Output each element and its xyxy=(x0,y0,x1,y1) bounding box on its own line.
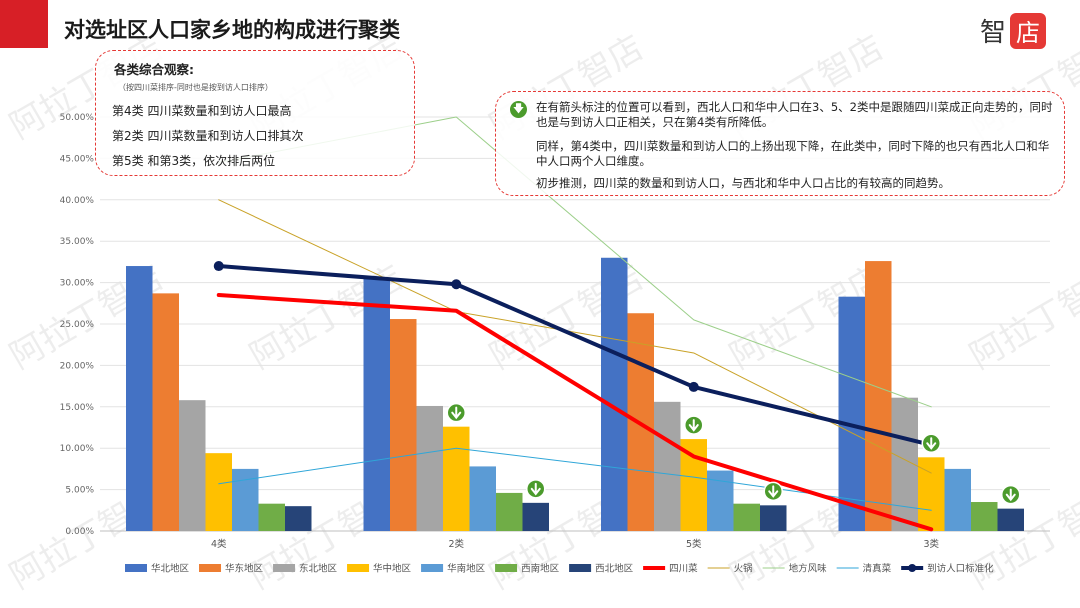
bar xyxy=(285,506,312,531)
bar xyxy=(997,508,1024,531)
summary-note: 各类综合观察: （按四川菜排序-同时也是按到访人口排序） 第4类 四川菜数量和到… xyxy=(95,50,415,176)
series-line xyxy=(218,199,932,474)
page-title: 对选址区人口家乡地的构成进行聚类 xyxy=(64,18,400,42)
bar xyxy=(258,503,285,531)
bar xyxy=(363,278,390,531)
bar xyxy=(760,505,787,531)
analysis-note: 🡇 在有箭头标注的位置可以看到，西北人口和华中人口在3、5、2类中是跟随四川菜成… xyxy=(495,91,1065,196)
legend-label: 清真菜 xyxy=(863,563,892,575)
x-tick-label: 5类 xyxy=(686,538,702,550)
analysis-paragraph: 同样，第4类中，四川菜数量和到访人口的上扬出现下降，在此类中，同时下降的也只有西… xyxy=(536,139,1050,168)
down-arrow-glyph xyxy=(688,419,699,432)
y-tick-label: 20.00% xyxy=(60,361,95,371)
y-tick-label: 35.00% xyxy=(60,237,95,247)
bar xyxy=(918,457,945,531)
legend-swatch xyxy=(495,564,518,572)
bar xyxy=(496,492,523,531)
legend-label: 到访人口标准化 xyxy=(927,563,994,575)
bar xyxy=(232,468,259,531)
legend-marker xyxy=(908,564,917,572)
logo-char-1: 智 xyxy=(979,18,1006,48)
analysis-paragraph: 初步推测，四川菜的数量和到访人口，与西北和华中人口占比的有较高的同趋势。 xyxy=(536,176,950,190)
legend-label: 地方风味 xyxy=(789,563,828,575)
series-line xyxy=(216,293,934,532)
legend-label: 火锅 xyxy=(734,564,753,575)
bar xyxy=(443,426,470,531)
down-arrow-glyph xyxy=(926,437,937,450)
bar xyxy=(152,293,179,531)
bar xyxy=(865,261,892,531)
analysis-paragraph: 在有箭头标注的位置可以看到，西北人口和华中人口在3、5、2类中是跟随四川菜成正向… xyxy=(536,100,1053,129)
summary-line: 第2类 四川菜数量和到访人口排其次 xyxy=(112,129,304,143)
down-arrow-glyph xyxy=(1005,488,1016,502)
bar xyxy=(971,502,998,531)
bar xyxy=(601,257,628,531)
bar xyxy=(654,401,681,531)
down-arrow-glyph xyxy=(451,406,462,420)
legend-swatch xyxy=(569,564,592,572)
bar xyxy=(522,502,549,531)
x-tick-label: 3类 xyxy=(923,538,939,550)
x-tick-label: 2类 xyxy=(448,538,464,550)
series-line xyxy=(218,447,932,511)
bar xyxy=(469,466,496,531)
y-tick-label: 25.00% xyxy=(60,320,95,330)
series-point xyxy=(451,279,462,290)
x-tick-label: 4类 xyxy=(211,538,227,550)
y-tick-label: 50.00% xyxy=(60,113,95,123)
y-tick-label: 10.00% xyxy=(60,444,95,454)
logo-char-2: 店 xyxy=(1010,12,1046,49)
legend-label: 东北地区 xyxy=(299,563,338,575)
bar xyxy=(390,319,417,531)
y-tick-label: 30.00% xyxy=(60,279,95,289)
legend-label: 华中地区 xyxy=(373,563,412,575)
series-point xyxy=(688,381,699,392)
legend-label: 西北地区 xyxy=(595,563,634,575)
bar xyxy=(733,503,760,531)
y-tick-label: 0.00% xyxy=(65,527,94,537)
y-tick-label: 15.00% xyxy=(60,403,95,413)
y-tick-label: 45.00% xyxy=(60,154,95,164)
legend-label: 西南地区 xyxy=(521,563,560,575)
bar xyxy=(416,405,443,531)
bar xyxy=(126,266,153,531)
bar xyxy=(838,296,865,531)
legend-swatch xyxy=(421,564,444,572)
legend-swatch xyxy=(199,564,222,572)
series-point xyxy=(213,261,224,272)
legend-swatch xyxy=(125,564,147,572)
summary-subheading: （按四川菜排序-同时也是按到访人口排序） xyxy=(118,83,273,92)
down-arrow-glyph xyxy=(530,482,541,496)
bar xyxy=(179,400,206,531)
bar xyxy=(944,468,971,531)
down-arrow-glyph xyxy=(768,485,779,498)
y-tick-label: 40.00% xyxy=(60,196,95,206)
down-arrow-icon: 🡇 xyxy=(510,101,527,118)
legend-swatch xyxy=(347,564,370,572)
y-tick-label: 5.00% xyxy=(65,486,94,496)
legend-label: 华南地区 xyxy=(447,563,486,575)
summary-line: 第4类 四川菜数量和到访人口最高 xyxy=(112,104,292,118)
corner-accent xyxy=(0,0,48,48)
bar xyxy=(205,453,232,531)
legend-label: 华北地区 xyxy=(151,563,190,575)
legend-label: 四川菜 xyxy=(669,563,698,575)
summary-line: 第5类 和第3类，依次排后两位 xyxy=(112,154,276,168)
summary-heading: 各类综合观察: xyxy=(114,62,194,77)
brand-logo: 智 店 xyxy=(980,12,1046,49)
legend-swatch xyxy=(273,564,296,572)
legend-label: 华东地区 xyxy=(225,563,264,575)
series-line xyxy=(216,264,934,447)
